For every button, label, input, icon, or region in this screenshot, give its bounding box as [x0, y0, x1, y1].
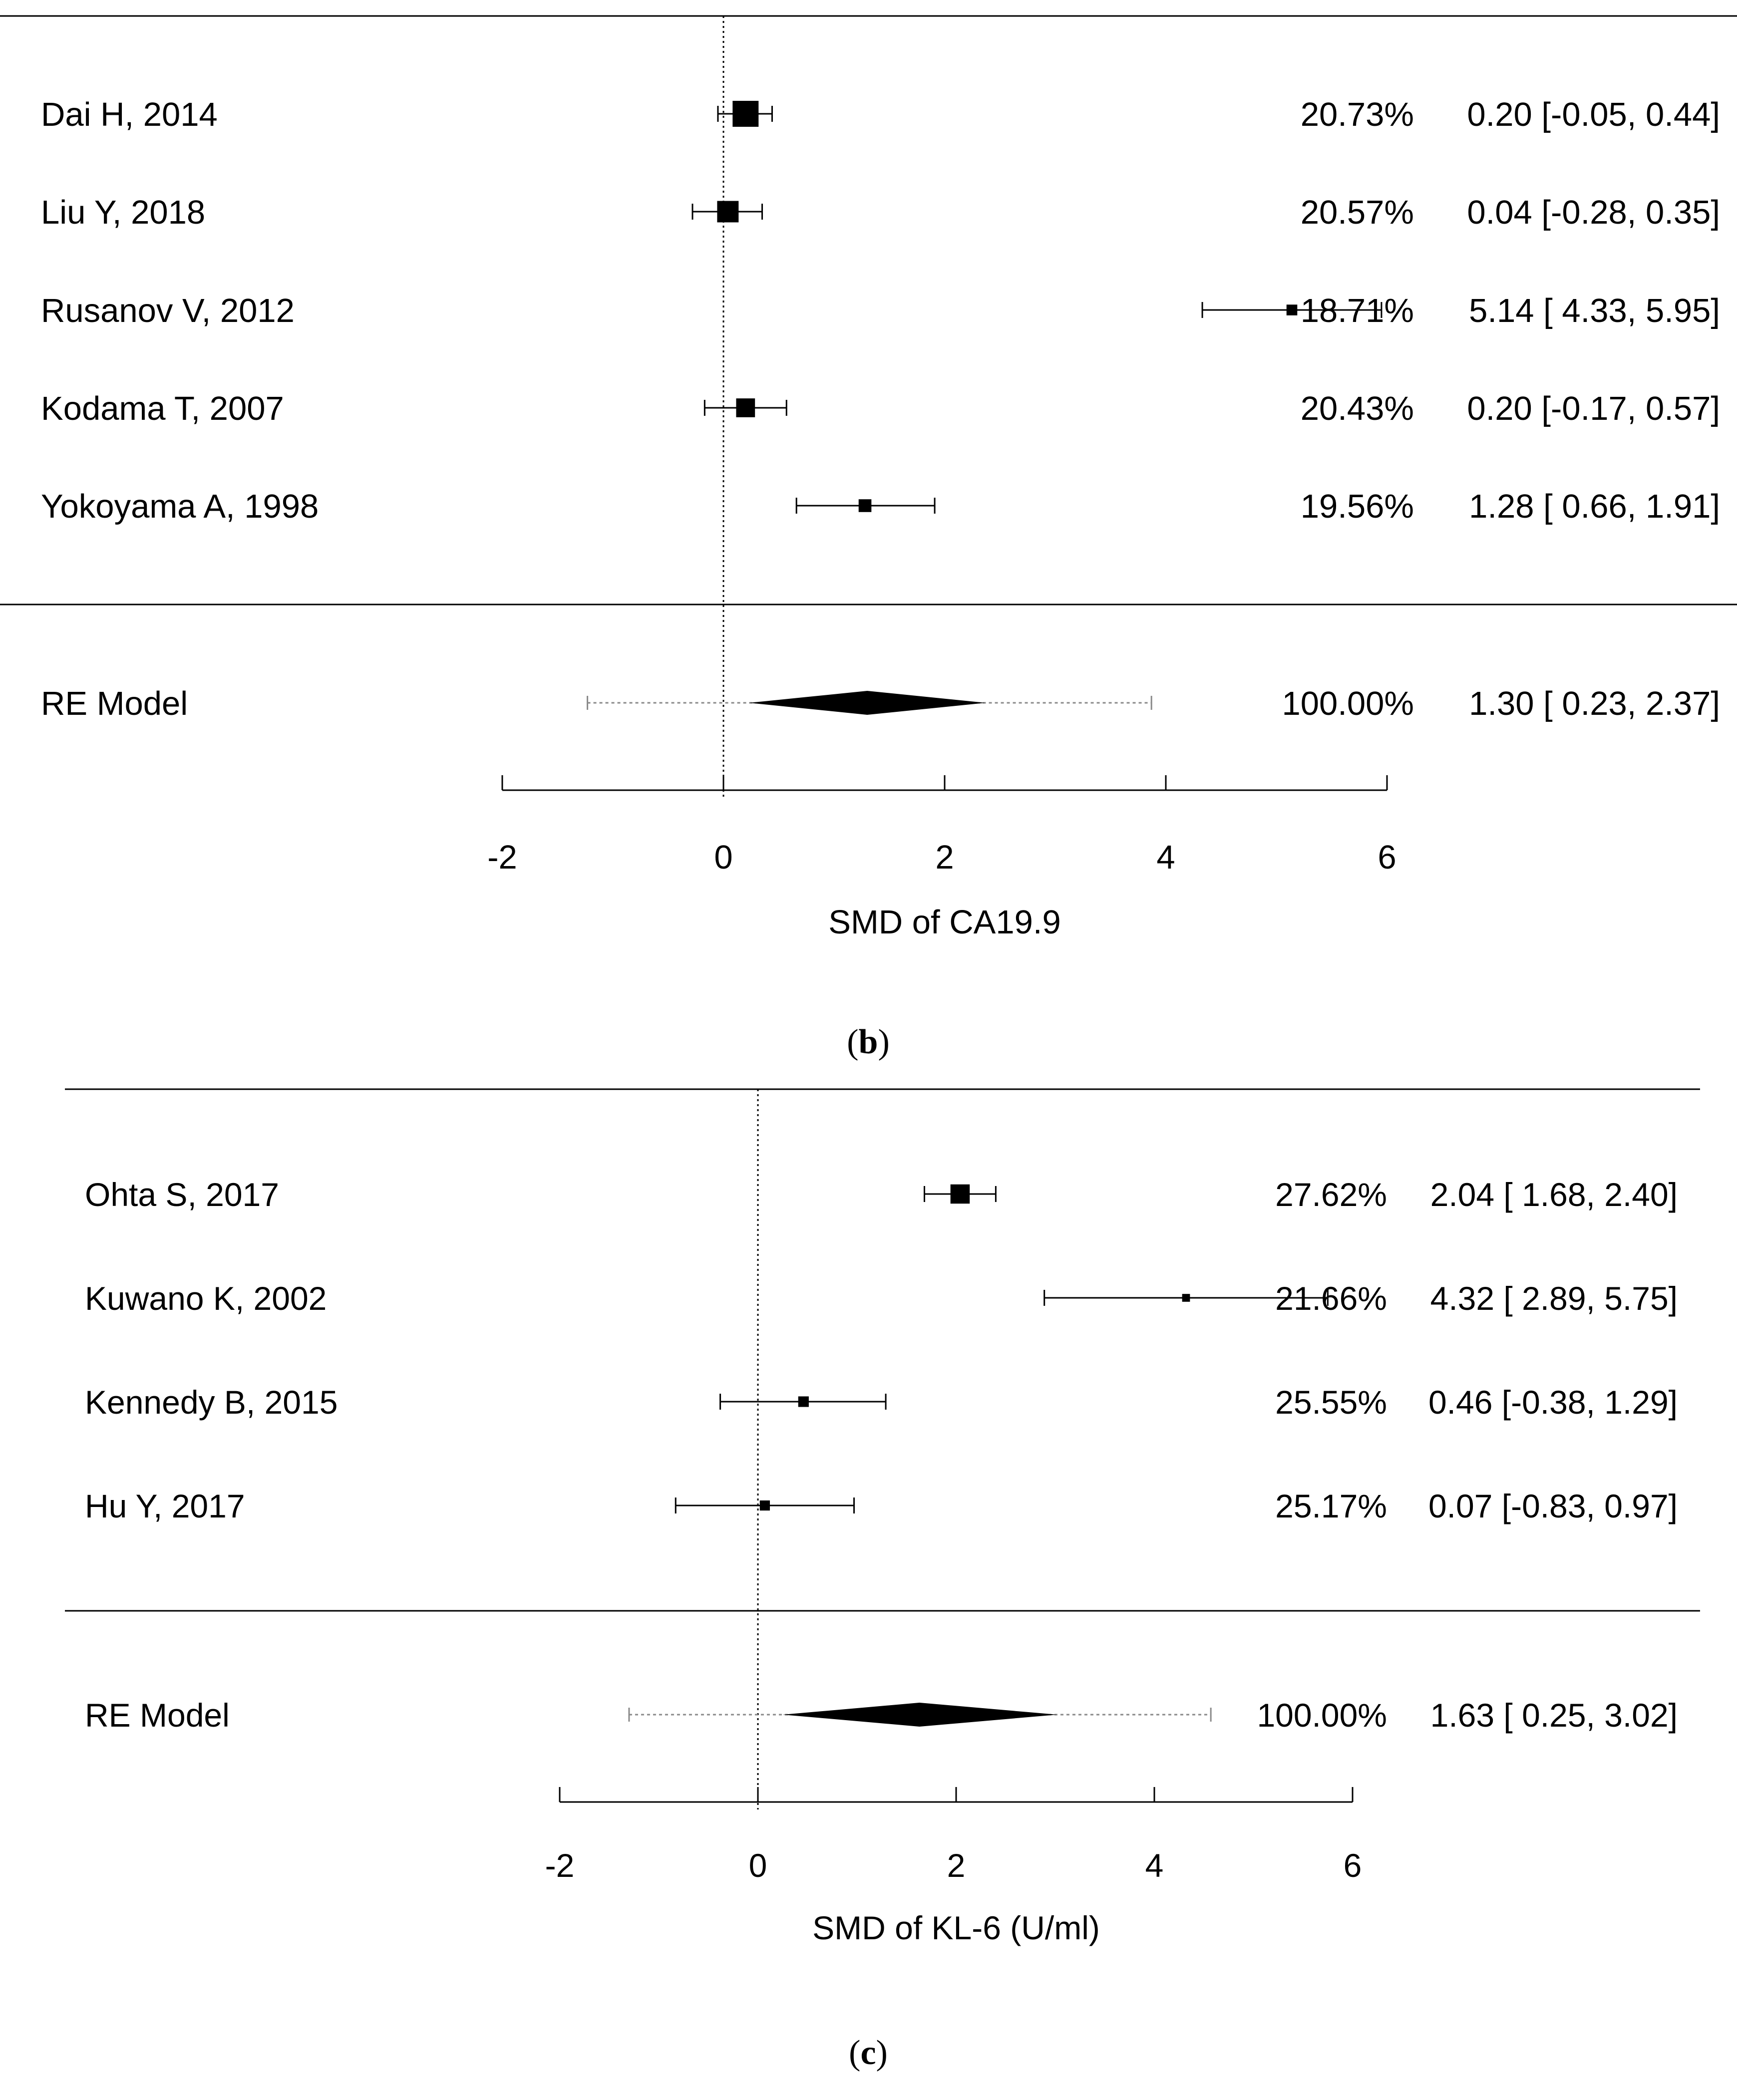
point-estimate — [1182, 1294, 1190, 1302]
study-weight: 25.17% — [1275, 1488, 1387, 1524]
summary-estimate: 1.30 [ 0.23, 2.37] — [1469, 685, 1720, 722]
study-estimate: 0.07 [-0.83, 0.97] — [1428, 1488, 1678, 1524]
study-estimate: 0.04 [-0.28, 0.35] — [1467, 194, 1720, 231]
point-estimate — [798, 1396, 809, 1407]
x-tick-label: 4 — [1145, 1847, 1164, 1884]
x-tick-label: 0 — [714, 839, 732, 876]
x-tick-label: 2 — [935, 839, 954, 876]
point-estimate — [717, 201, 739, 223]
x-tick-label: 6 — [1344, 1847, 1362, 1884]
x-axis-label: SMD of CA19.9 — [828, 903, 1060, 941]
x-tick-label: 6 — [1378, 839, 1396, 876]
study-estimate: 5.14 [ 4.33, 5.95] — [1469, 292, 1720, 329]
study-label: Rusanov V, 2012 — [41, 292, 295, 329]
point-estimate — [1286, 304, 1298, 315]
study-weight: 20.57% — [1301, 194, 1414, 231]
point-estimate — [732, 101, 759, 127]
x-tick-label: 4 — [1156, 839, 1175, 876]
x-tick-label: -2 — [487, 839, 517, 876]
summary-label: RE Model — [85, 1697, 230, 1734]
study-weight: 27.62% — [1275, 1176, 1387, 1213]
point-estimate — [736, 398, 755, 417]
study-label: Dai H, 2014 — [41, 96, 218, 133]
study-estimate: 2.04 [ 1.68, 2.40] — [1430, 1176, 1678, 1213]
study-weight: 18.71% — [1301, 292, 1414, 329]
summary-weight: 100.00% — [1282, 685, 1414, 722]
study-weight: 25.55% — [1275, 1384, 1387, 1421]
x-axis-label: SMD of KL-6 (U/ml) — [812, 1909, 1100, 1946]
study-label: Kennedy B, 2015 — [85, 1384, 338, 1421]
study-label: Ohta S, 2017 — [85, 1176, 279, 1213]
summary-label: RE Model — [41, 685, 188, 722]
study-estimate: 0.46 [-0.38, 1.29] — [1428, 1384, 1678, 1421]
point-estimate — [759, 1500, 770, 1511]
summary-diamond — [782, 1703, 1057, 1727]
study-label: Liu Y, 2018 — [41, 194, 205, 231]
study-estimate: 4.32 [ 2.89, 5.75] — [1430, 1280, 1678, 1317]
panel-label: (b) — [847, 1023, 890, 1061]
study-weight: 19.56% — [1301, 488, 1414, 525]
study-label: Yokoyama A, 1998 — [41, 488, 319, 525]
summary-weight: 100.00% — [1257, 1697, 1387, 1734]
study-estimate: 1.28 [ 0.66, 1.91] — [1469, 488, 1720, 525]
study-weight: 20.73% — [1301, 96, 1414, 133]
study-estimate: 0.20 [-0.17, 0.57] — [1467, 390, 1720, 427]
study-label: Kodama T, 2007 — [41, 390, 284, 427]
x-tick-label: 2 — [947, 1847, 966, 1884]
summary-estimate: 1.63 [ 0.25, 3.02] — [1430, 1697, 1678, 1734]
study-weight: 20.43% — [1301, 390, 1414, 427]
study-label: Kuwano K, 2002 — [85, 1280, 327, 1317]
summary-diamond — [748, 691, 986, 715]
x-tick-label: -2 — [545, 1847, 575, 1884]
x-tick-label: 0 — [749, 1847, 767, 1884]
study-estimate: 0.20 [-0.05, 0.44] — [1467, 96, 1720, 133]
point-estimate — [858, 499, 872, 512]
panel-label: (c) — [849, 2034, 888, 2072]
study-label: Hu Y, 2017 — [85, 1488, 245, 1524]
point-estimate — [950, 1184, 970, 1204]
